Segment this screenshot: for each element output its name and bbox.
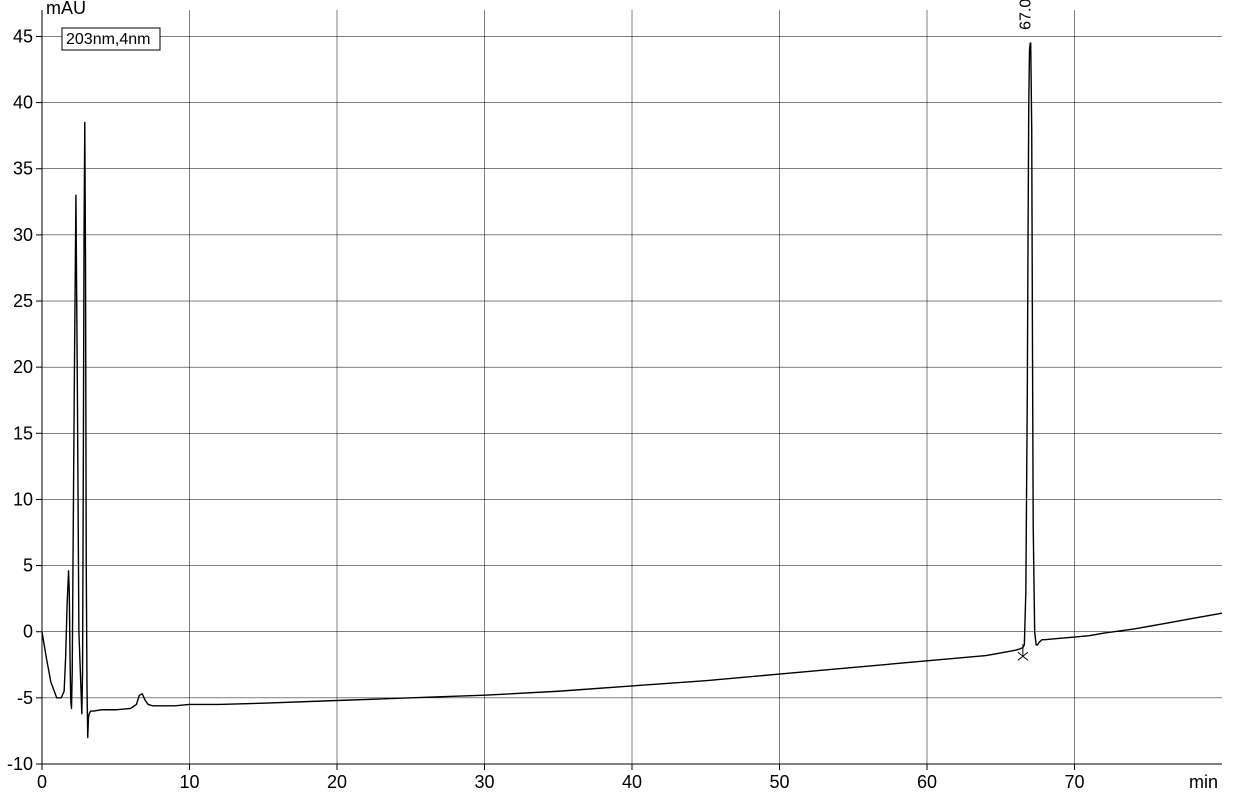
- chromatogram-chart: -10 -5 0 5 10 15 20 25 30 35 40 45 0 10 20 30 40 50 60 70 mA…: [0, 0, 1240, 800]
- y-tick-label: 20: [13, 357, 33, 377]
- y-tick-label: 40: [13, 93, 33, 113]
- y-tick-label: 5: [23, 556, 33, 576]
- y-tick-label: 25: [13, 291, 33, 311]
- y-tick-label: 15: [13, 423, 33, 443]
- x-tick-label: 10: [179, 772, 199, 792]
- x-tick-label: 50: [769, 772, 789, 792]
- x-tick-label: 20: [327, 772, 347, 792]
- y-tick-label: 0: [23, 622, 33, 642]
- x-tick-label: 40: [622, 772, 642, 792]
- x-tick-label: 60: [917, 772, 937, 792]
- y-tick-label: -5: [17, 688, 33, 708]
- x-axis-unit-label: min: [1189, 772, 1218, 792]
- y-tick-label: 30: [13, 225, 33, 245]
- y-tick-label: 35: [13, 159, 33, 179]
- y-tick-label: -10: [7, 754, 33, 774]
- x-tick-label: 70: [1064, 772, 1084, 792]
- y-tick-label: 10: [13, 489, 33, 509]
- legend: 203nm,4nm: [62, 28, 160, 50]
- y-axis-unit-label: mAU: [46, 0, 86, 18]
- legend-text: 203nm,4nm: [66, 31, 151, 48]
- x-tick-label: 0: [37, 772, 47, 792]
- x-tick-label: 30: [474, 772, 494, 792]
- y-tick-label: 45: [13, 26, 33, 46]
- chart-svg: -10 -5 0 5 10 15 20 25 30 35 40 45 0 10 20 30 40 50 60 70 mA…: [0, 0, 1240, 800]
- peak-label: 67.032: [1018, 0, 1035, 30]
